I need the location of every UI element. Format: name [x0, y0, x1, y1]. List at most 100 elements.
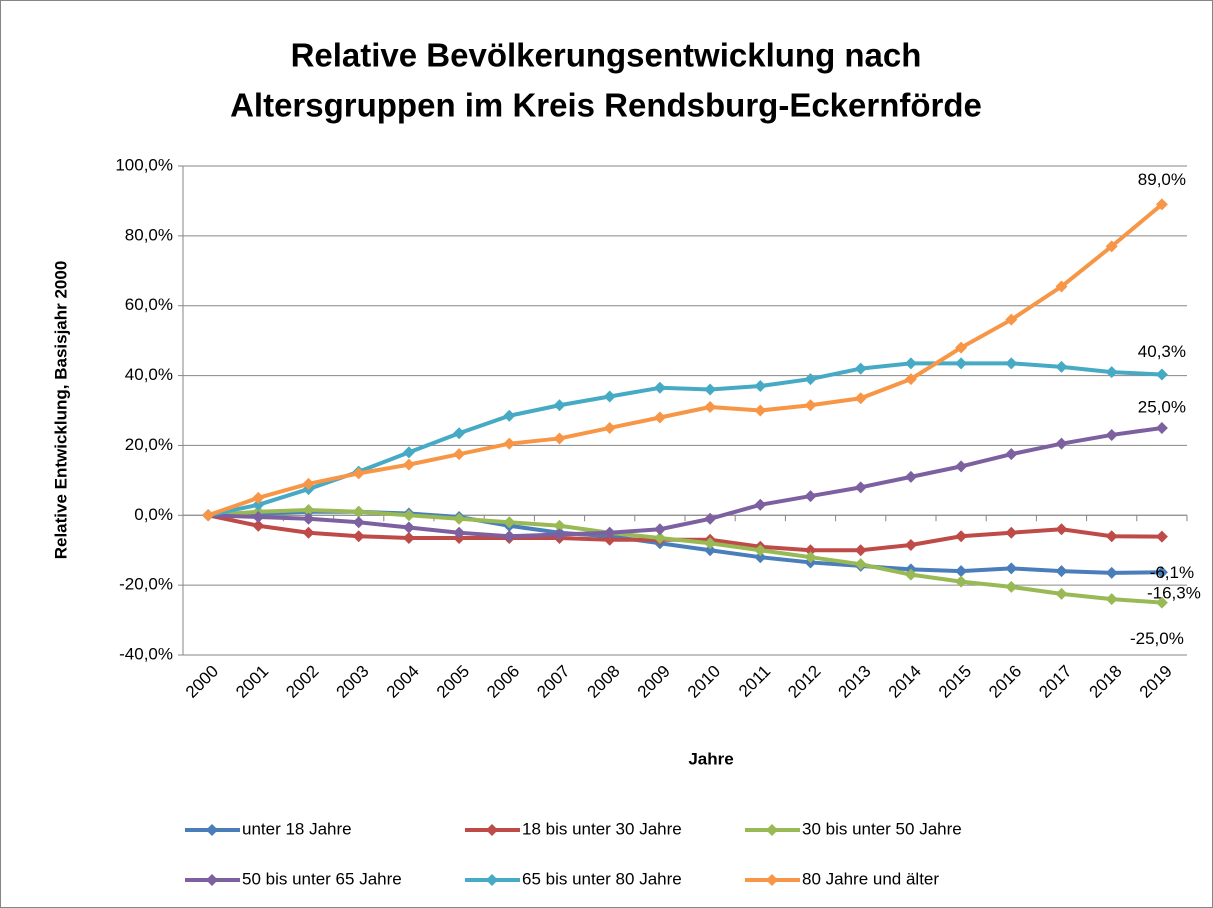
data-point — [1005, 448, 1018, 461]
y-axis-title: Relative Entwicklung, Basisjahr 2000 — [51, 261, 70, 560]
data-point — [1105, 530, 1118, 543]
data-point — [904, 470, 917, 483]
data-point — [1105, 566, 1118, 579]
data-point — [1105, 593, 1118, 606]
data-point — [804, 544, 817, 557]
y-tick-label: 100,0% — [115, 155, 173, 174]
y-tick-label: 40,0% — [125, 365, 173, 384]
data-point — [955, 460, 968, 473]
data-point — [302, 526, 315, 539]
data-point — [503, 437, 516, 450]
y-tick-label: -40,0% — [119, 644, 173, 663]
legend-marker — [486, 824, 498, 836]
data-label: 25,0% — [1138, 397, 1186, 416]
data-point — [553, 519, 566, 532]
data-point — [653, 531, 666, 544]
y-tick-label: 80,0% — [125, 225, 173, 244]
series-line — [207, 361, 1162, 518]
data-point — [1055, 587, 1068, 600]
data-point — [704, 383, 717, 396]
data-point — [804, 551, 817, 564]
data-point — [1005, 562, 1018, 575]
data-point — [1055, 523, 1068, 536]
data-point — [352, 516, 365, 529]
y-tick-label: -20,0% — [119, 575, 173, 594]
data-point — [653, 381, 666, 394]
data-point — [352, 530, 365, 543]
chart-title: Relative Bevölkerungsentwicklung nach — [291, 37, 922, 74]
data-point — [1105, 428, 1118, 441]
data-point — [503, 530, 516, 543]
data-point — [352, 505, 365, 518]
data-point — [503, 516, 516, 529]
data-point — [653, 523, 666, 536]
data-label: 89,0% — [1138, 170, 1186, 189]
legend-marker — [486, 874, 498, 886]
data-point — [854, 481, 867, 494]
data-point — [402, 521, 415, 534]
data-point — [402, 531, 415, 544]
legend-marker — [206, 874, 218, 886]
data-point — [854, 392, 867, 405]
data-point — [854, 362, 867, 375]
data-point — [704, 537, 717, 550]
data-point — [402, 458, 415, 471]
y-tick-label: 60,0% — [125, 295, 173, 314]
series-line — [208, 425, 1163, 539]
data-point — [1155, 198, 1168, 211]
data-point — [904, 538, 917, 551]
x-axis-title: Jahre — [688, 749, 733, 768]
legend-label: 80 Jahre und älter — [802, 869, 939, 888]
chart-title: Altersgruppen im Kreis Rendsburg-Eckernf… — [230, 87, 982, 124]
data-point — [704, 512, 717, 525]
data-point — [503, 409, 516, 422]
data-point — [302, 504, 315, 517]
data-point — [804, 399, 817, 412]
data-point — [904, 568, 917, 581]
data-point — [252, 519, 265, 532]
legend-label: 18 bis unter 30 Jahre — [522, 819, 682, 838]
data-point — [1155, 421, 1168, 434]
y-tick-label: 0,0% — [134, 505, 173, 524]
data-point — [453, 512, 466, 525]
data-point — [754, 404, 767, 417]
data-point — [603, 421, 616, 434]
series-line — [207, 508, 1163, 605]
legend-label: 65 bis unter 80 Jahre — [522, 869, 682, 888]
data-point — [553, 399, 566, 412]
data-point — [252, 511, 265, 524]
data-point — [854, 544, 867, 557]
data-point — [603, 533, 616, 546]
legend-label: unter 18 Jahre — [242, 819, 352, 838]
data-point — [202, 509, 215, 522]
data-point — [402, 509, 415, 522]
data-label: -6,1% — [1150, 563, 1194, 582]
data-point — [453, 526, 466, 539]
data-point — [1155, 596, 1168, 609]
data-point — [402, 446, 415, 459]
legend-marker — [766, 874, 778, 886]
data-point — [704, 544, 717, 557]
data-point — [1055, 437, 1068, 450]
series-line — [207, 202, 1164, 518]
data-point — [1005, 313, 1018, 326]
legend-label: 30 bis unter 50 Jahre — [802, 819, 962, 838]
y-tick-label: 20,0% — [125, 435, 173, 454]
data-point — [955, 341, 968, 354]
data-point — [302, 477, 315, 490]
data-point — [1005, 580, 1018, 593]
data-point — [754, 380, 767, 393]
data-point — [854, 558, 867, 571]
data-point — [653, 411, 666, 424]
data-point — [804, 373, 817, 386]
data-point — [754, 498, 767, 511]
data-point — [904, 373, 917, 386]
data-point — [704, 401, 717, 414]
data-point — [252, 491, 265, 504]
legend-marker — [206, 824, 218, 836]
data-point — [453, 448, 466, 461]
data-point — [804, 490, 817, 503]
data-point — [453, 427, 466, 440]
